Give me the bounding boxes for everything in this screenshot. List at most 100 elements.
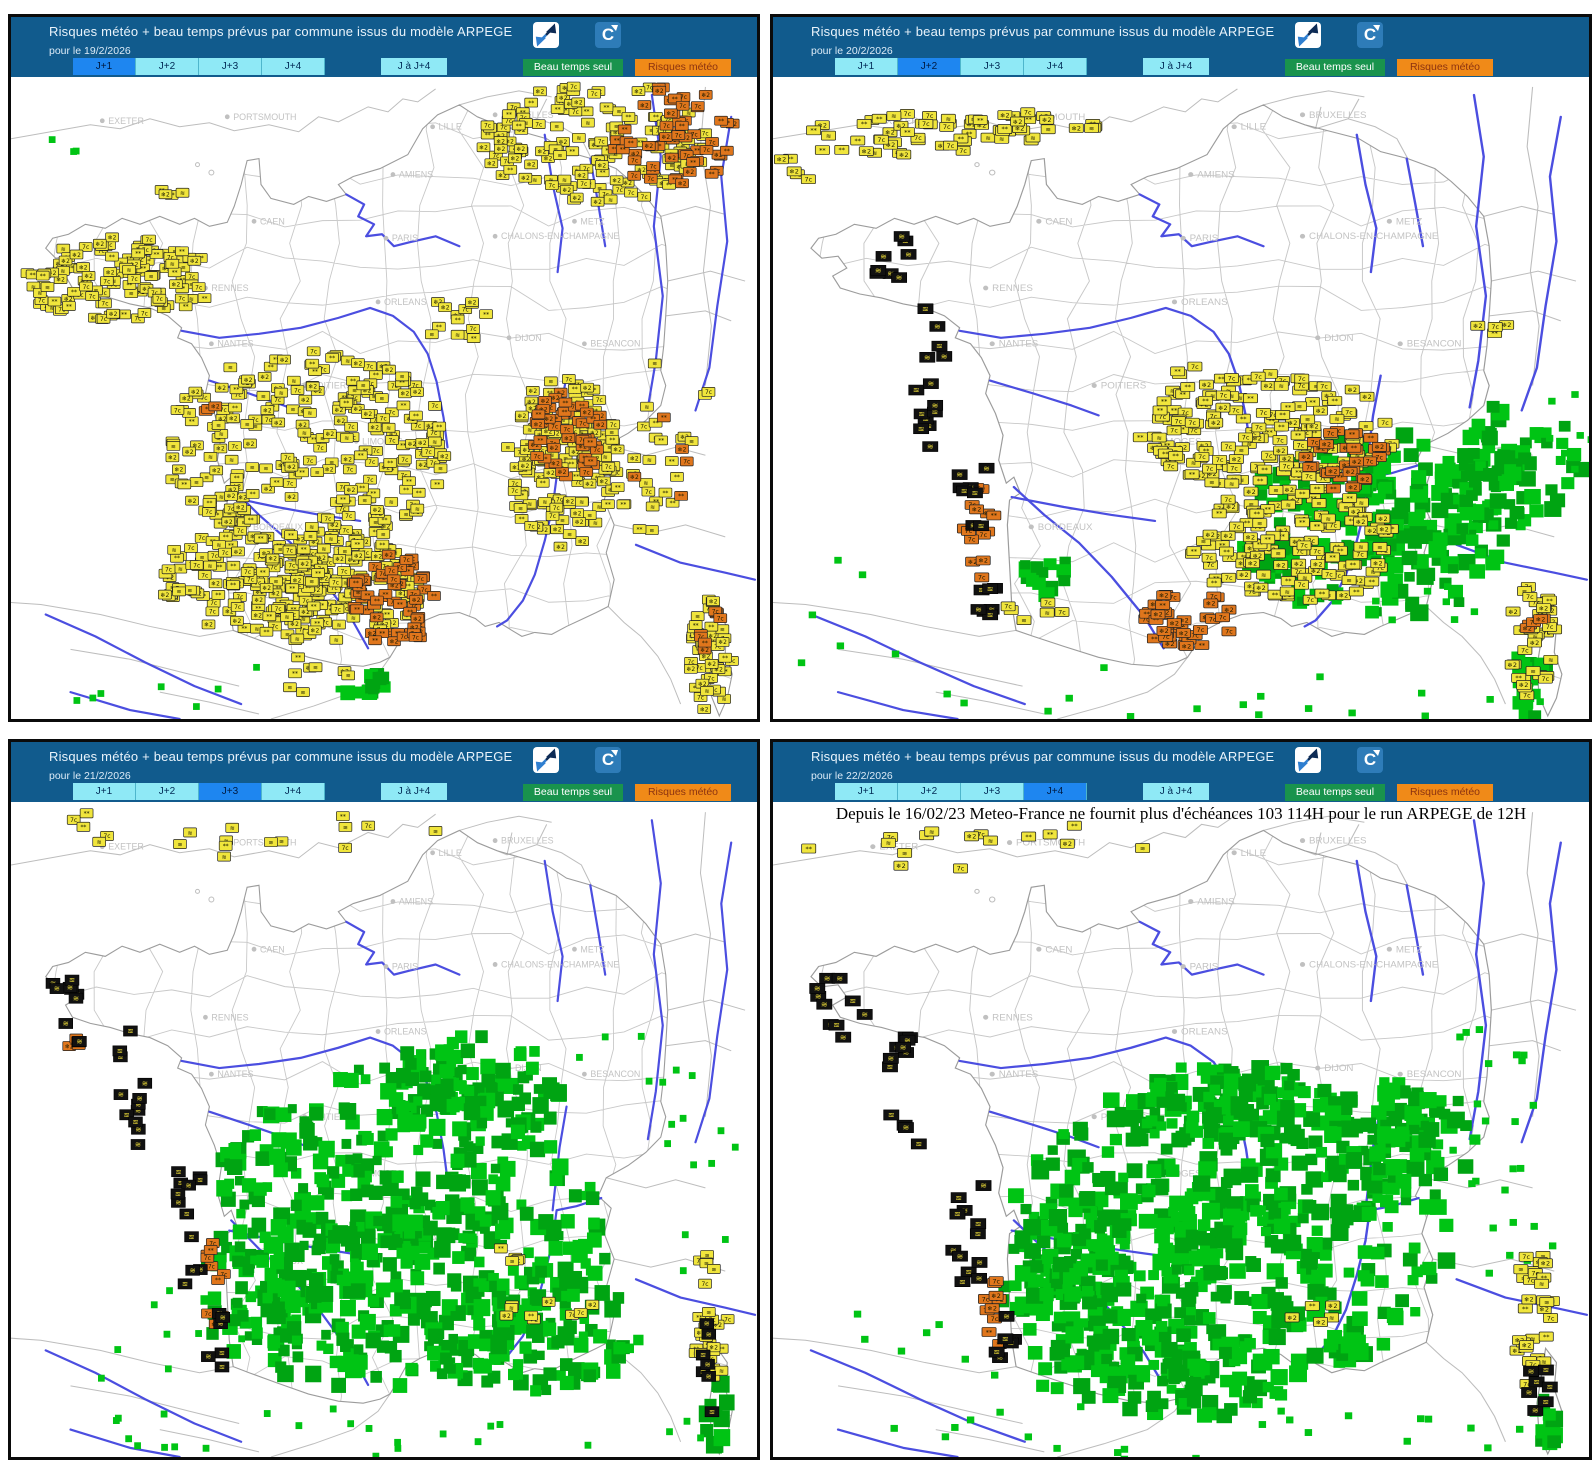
expand-arrows-icon[interactable] <box>533 747 559 773</box>
svg-text:7c: 7c <box>1325 571 1333 578</box>
day-button-j2[interactable]: J+2 <box>898 783 961 800</box>
expand-arrows-icon[interactable] <box>1295 747 1321 773</box>
svg-text:≋: ≋ <box>227 510 232 517</box>
day-button-j2[interactable]: J+2 <box>898 58 961 75</box>
svg-text:❄2: ❄2 <box>667 155 676 162</box>
panel-header: Risques météo + beau temps prévus par co… <box>11 17 757 77</box>
svg-text:7c: 7c <box>227 506 234 513</box>
range-button[interactable]: J à J+4 <box>1143 58 1209 75</box>
svg-text:7c: 7c <box>484 123 491 130</box>
svg-text:❄2: ❄2 <box>700 706 709 713</box>
svg-text:❄2: ❄2 <box>234 549 243 556</box>
svg-text:≋: ≋ <box>329 536 334 543</box>
risk-legend-button[interactable]: Risques météo <box>635 59 731 76</box>
svg-text:7c: 7c <box>462 306 469 313</box>
svg-text:7c: 7c <box>417 576 424 583</box>
orange-risk-markers: ******7c❄2**❄2❄2❄27c7c7c7c**7c7c❄27c❄2❄2… <box>1298 426 1391 494</box>
svg-text:≋: ≋ <box>334 637 339 644</box>
svg-text:7c: 7c <box>703 147 710 154</box>
svg-text:7c: 7c <box>366 364 373 371</box>
svg-text:7c: 7c <box>334 606 341 613</box>
expand-arrows-icon[interactable] <box>1295 22 1321 48</box>
svg-text:**: ** <box>1350 562 1356 569</box>
day-button-j3[interactable]: J+3 <box>961 783 1024 800</box>
svg-text:**: ** <box>1137 435 1143 442</box>
svg-text:**: ** <box>315 570 321 577</box>
refresh-icon[interactable]: C <box>595 22 621 48</box>
risk-legend-button[interactable]: Risques météo <box>1397 59 1493 76</box>
svg-text:❄2: ❄2 <box>789 169 799 176</box>
svg-text:7c: 7c <box>1242 435 1250 442</box>
fair-weather-legend-button[interactable]: Beau temps seul <box>523 784 623 801</box>
france-weather-map[interactable]: EXETERPORTSMOUTHLILLEBRUXELLESAMIENSCAEN… <box>11 77 757 719</box>
svg-text:**: ** <box>250 491 256 498</box>
svg-text:❄2: ❄2 <box>412 597 421 604</box>
refresh-icon[interactable]: C <box>1357 22 1383 48</box>
svg-text:≋: ≋ <box>278 546 283 553</box>
day-button-j4[interactable]: J+4 <box>1024 783 1087 800</box>
svg-text:**: ** <box>569 149 575 156</box>
svg-text:**: ** <box>218 521 224 528</box>
svg-text:❄2: ❄2 <box>630 455 639 462</box>
range-button[interactable]: J à J+4 <box>381 58 447 75</box>
day-button-j2[interactable]: J+2 <box>136 58 199 75</box>
svg-text:**: ** <box>535 412 541 419</box>
svg-text:7c: 7c <box>1521 648 1529 655</box>
svg-text:**: ** <box>1295 470 1301 477</box>
france-weather-map[interactable]: EXETERPORTSMOUTHLILLEBRUXELLESAMIENSCAEN… <box>773 77 1589 719</box>
svg-text:❄2: ❄2 <box>468 299 477 306</box>
day-button-j3[interactable]: J+3 <box>961 58 1024 75</box>
svg-text:❄2: ❄2 <box>571 449 580 456</box>
refresh-icon[interactable]: C <box>1357 747 1383 773</box>
svg-text:≋: ≋ <box>597 185 602 192</box>
day-button-j3[interactable]: J+3 <box>199 783 262 800</box>
day-button-j4[interactable]: J+4 <box>1024 58 1087 75</box>
svg-text:≋: ≋ <box>722 696 727 703</box>
svg-text:EXETER: EXETER <box>108 116 144 126</box>
svg-text:**: ** <box>1261 467 1267 474</box>
svg-text:AMIENS: AMIENS <box>399 896 433 906</box>
svg-text:≋: ≋ <box>180 190 185 197</box>
svg-text:**: ** <box>400 443 406 450</box>
svg-text:7c: 7c <box>903 111 911 118</box>
svg-text:≋: ≋ <box>189 282 194 289</box>
svg-text:≋: ≋ <box>999 136 1004 143</box>
svg-text:❄2: ❄2 <box>255 589 264 596</box>
svg-text:❄2: ❄2 <box>899 152 909 159</box>
svg-text:≋: ≋ <box>346 673 351 680</box>
day-button-j1[interactable]: J+1 <box>73 58 136 75</box>
svg-text:7c: 7c <box>1004 604 1012 611</box>
svg-text:≋: ≋ <box>352 388 357 395</box>
svg-text:**: ** <box>276 585 282 592</box>
refresh-icon[interactable]: C <box>595 747 621 773</box>
day-button-j1[interactable]: J+1 <box>835 58 898 75</box>
day-button-j3[interactable]: J+3 <box>199 58 262 75</box>
svg-text:**: ** <box>1159 603 1165 610</box>
fair-weather-legend-button[interactable]: Beau temps seul <box>1285 59 1385 76</box>
day-button-j2[interactable]: J+2 <box>136 783 199 800</box>
day-button-j1[interactable]: J+1 <box>73 783 136 800</box>
svg-text:7c: 7c <box>1228 376 1236 383</box>
svg-text:**: ** <box>904 130 910 137</box>
svg-text:❄2: ❄2 <box>1263 383 1273 390</box>
svg-text:≋: ≋ <box>1279 383 1284 390</box>
svg-text:❄2: ❄2 <box>168 455 177 462</box>
svg-text:7c: 7c <box>1526 594 1534 601</box>
risk-legend-button[interactable]: Risques météo <box>635 784 731 801</box>
range-button[interactable]: J à J+4 <box>1143 783 1209 800</box>
fair-weather-legend-button[interactable]: Beau temps seul <box>523 59 623 76</box>
day-button-j4[interactable]: J+4 <box>262 58 325 75</box>
svg-text:❄2: ❄2 <box>487 161 496 168</box>
risk-legend-button[interactable]: Risques météo <box>1397 784 1493 801</box>
day-button-j1[interactable]: J+1 <box>835 783 898 800</box>
day-button-j4[interactable]: J+4 <box>262 783 325 800</box>
range-button[interactable]: J à J+4 <box>381 783 447 800</box>
svg-text:❄2: ❄2 <box>1301 454 1311 461</box>
svg-text:7c: 7c <box>151 290 158 297</box>
france-weather-map[interactable]: EXETERPORTSMOUTHLILLEBRUXELLESAMIENSCAEN… <box>11 802 757 1457</box>
svg-text:≋: ≋ <box>274 579 279 586</box>
fair-weather-legend-button[interactable]: Beau temps seul <box>1285 784 1385 801</box>
expand-arrows-icon[interactable] <box>533 22 559 48</box>
svg-text:7c: 7c <box>430 430 437 437</box>
